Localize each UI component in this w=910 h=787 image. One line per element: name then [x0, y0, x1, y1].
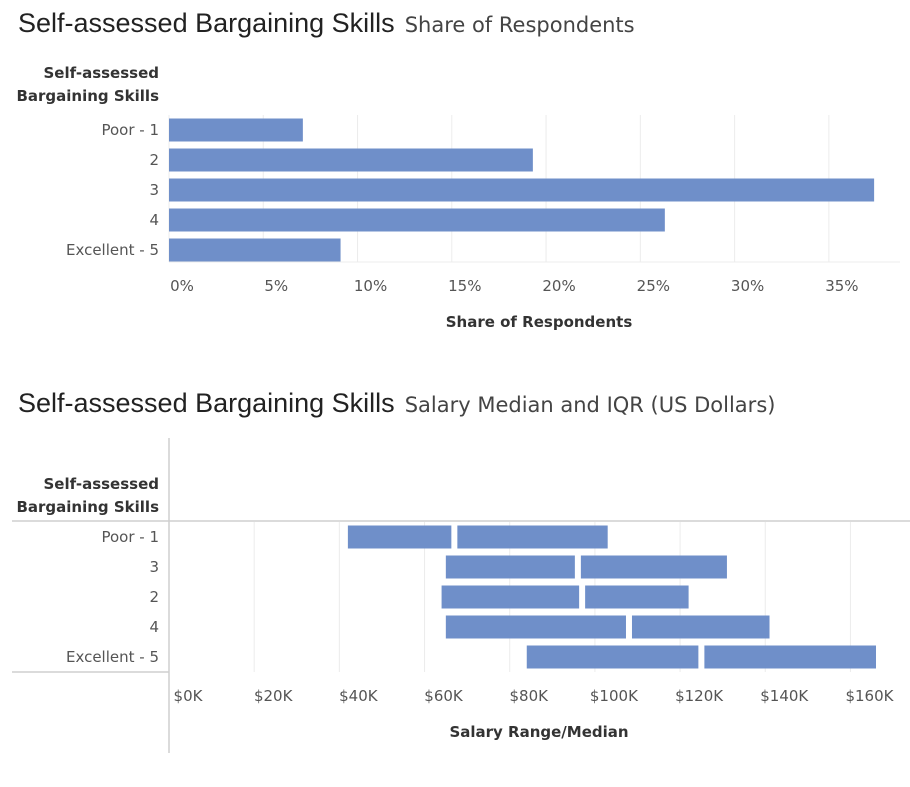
- chart1-y-tick-label: 2: [149, 151, 159, 169]
- chart1-bar: [169, 238, 341, 262]
- chart1-y-axis-title: Self-assessed Bargaining Skills: [16, 64, 159, 105]
- chart1-x-tick-label: 5%: [264, 277, 288, 295]
- chart2-subtitle: Salary Median and IQR (US Dollars): [404, 393, 776, 417]
- chart1-bar: [169, 208, 665, 232]
- chart2-y-tick-label: 2: [149, 588, 159, 606]
- chart2-lower-iqr-bar: [347, 525, 452, 549]
- chart2-lower-iqr-bar: [445, 615, 626, 639]
- chart2-x-tick-label: $40K: [339, 687, 379, 705]
- chart2-lower-iqr-bar: [441, 585, 580, 609]
- chart2-y-tick-label: Excellent - 5: [66, 648, 159, 666]
- chart2-upper-iqr-bar: [585, 585, 689, 609]
- chart2-y-tick-label: 3: [149, 558, 159, 576]
- chart2-y-tick-label: Poor - 1: [101, 528, 159, 546]
- chart2-x-tick-label: $60K: [424, 687, 464, 705]
- chart1-y-tick-label: 4: [149, 211, 159, 229]
- chart2-upper-iqr-bar: [580, 555, 727, 579]
- chart2-upper-iqr-bar: [457, 525, 608, 549]
- chart1-x-tick-label: 20%: [542, 277, 575, 295]
- chart2-title: Self-assessed Bargaining Skills Salary Me…: [18, 388, 776, 418]
- chart2-x-tick-label: $160K: [845, 687, 894, 705]
- chart1-y-tick-label: Excellent - 5: [66, 241, 159, 259]
- chart1-x-axis-title: Share of Respondents: [446, 313, 633, 331]
- chart2-x-tick-label: $140K: [760, 687, 809, 705]
- chart2-x-tick-label: $120K: [675, 687, 724, 705]
- chart2-lower-iqr-bar: [445, 555, 575, 579]
- chart1-subtitle: Share of Respondents: [404, 13, 635, 37]
- chart2-lower-iqr-bar: [526, 645, 699, 669]
- chart2-x-axis-title: Salary Range/Median: [449, 723, 628, 741]
- chart2-x-tick-label: $0K: [174, 687, 204, 705]
- chart1-x-tick-label: 35%: [825, 277, 858, 295]
- chart2-upper-iqr-bar: [631, 615, 770, 639]
- chart1-bar: [169, 148, 533, 172]
- chart2-x-tick-label: $100K: [590, 687, 639, 705]
- chart1-x-tick-label: 25%: [637, 277, 670, 295]
- chart2-x-tick-label: $80K: [509, 687, 549, 705]
- chart1-x-tick-label: 10%: [354, 277, 387, 295]
- chart1-bar: [169, 118, 303, 142]
- chart1-x-tick-label: 0%: [170, 277, 194, 295]
- chart1-x-tick-label: 30%: [731, 277, 764, 295]
- chart1-bar: [169, 178, 875, 202]
- chart2-x-tick-label: $20K: [254, 687, 294, 705]
- chart1-y-tick-label: 3: [149, 181, 159, 199]
- chart1-title: Self-assessed Bargaining Skills Share of …: [18, 8, 635, 38]
- chart2-upper-iqr-bar: [704, 645, 876, 669]
- chart2-y-tick-label: 4: [149, 618, 159, 636]
- chart1-x-tick-label: 15%: [448, 277, 481, 295]
- chart1-y-tick-label: Poor - 1: [101, 121, 159, 139]
- chart2-y-axis-title: Self-assessed Bargaining Skills: [16, 475, 159, 516]
